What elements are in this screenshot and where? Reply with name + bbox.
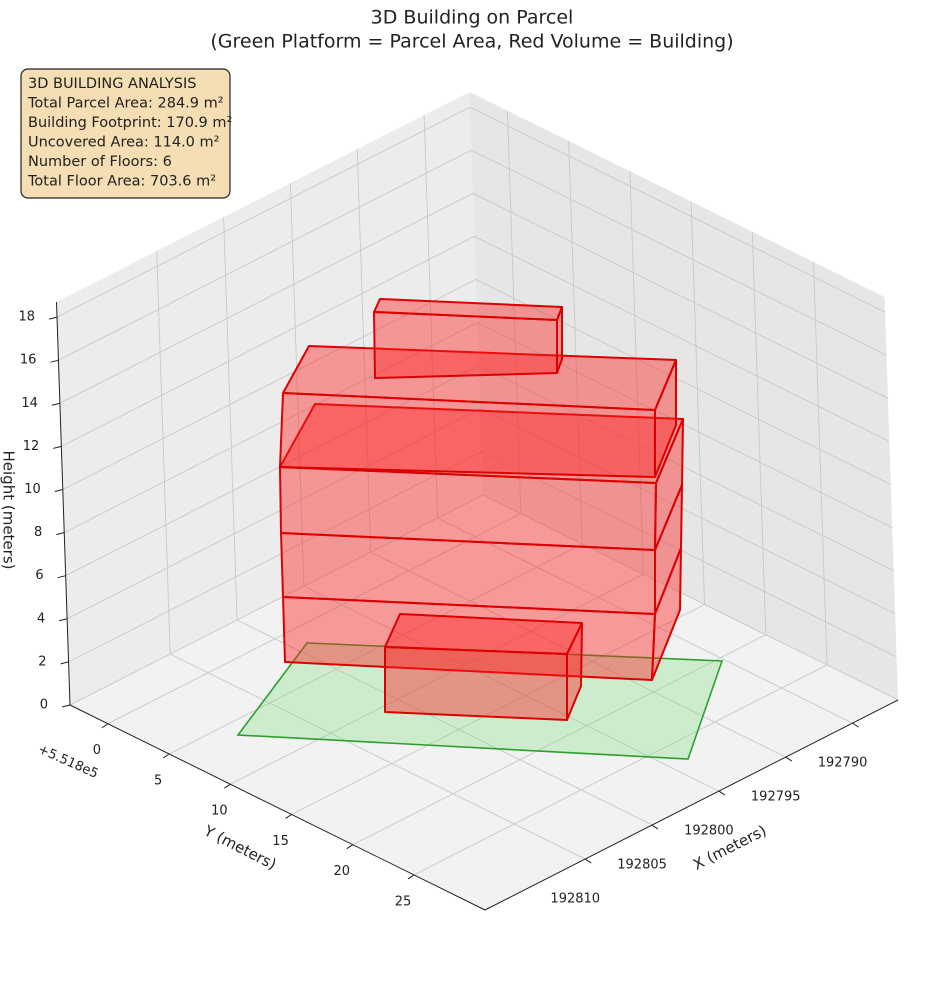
left-pane bbox=[56, 92, 483, 705]
y-tick-label: 15 bbox=[272, 834, 289, 849]
z-tick-label: 6 bbox=[35, 568, 43, 583]
z-tick-label: 18 bbox=[18, 310, 35, 325]
y-tick-label: 5 bbox=[154, 773, 162, 788]
annotation-line: Building Footprint: 170.9 m² bbox=[28, 115, 232, 131]
x-tick-label: 192810 bbox=[550, 892, 600, 907]
z-tick-label: 0 bbox=[40, 698, 48, 713]
grid-line bbox=[61, 235, 890, 447]
floor-face bbox=[566, 622, 583, 721]
tick-mark bbox=[224, 783, 231, 789]
annotation-line: Total Floor Area: 703.6 m² bbox=[27, 174, 216, 190]
tick-mark bbox=[162, 753, 170, 759]
floor-face bbox=[279, 403, 684, 484]
tick-mark bbox=[57, 575, 66, 579]
chart-subtitle: (Green Platform = Parcel Area, Red Volum… bbox=[210, 31, 733, 53]
axes: 1927901927951928001928051928100510152025… bbox=[18, 92, 899, 911]
grid-line bbox=[68, 451, 897, 663]
z-axis-label: Height (meters) bbox=[0, 451, 18, 570]
grid-line bbox=[69, 494, 899, 706]
y-axis-label: Y (meters) bbox=[200, 821, 279, 873]
x-tick-label: 192790 bbox=[818, 756, 868, 771]
tick-mark bbox=[346, 844, 354, 850]
grid-line bbox=[65, 365, 894, 577]
tick-mark bbox=[61, 704, 71, 708]
annotation-line: Number of Floors: 6 bbox=[28, 154, 172, 170]
grid-line bbox=[58, 149, 887, 361]
tick-mark bbox=[48, 316, 58, 320]
y-tick-label: 25 bbox=[395, 894, 412, 909]
chart-title: 3D Building on Parcel bbox=[371, 7, 574, 29]
tick-mark bbox=[58, 618, 68, 622]
z-axis-line bbox=[56, 301, 71, 706]
y-axis-line bbox=[69, 704, 486, 911]
building bbox=[236, 298, 724, 760]
y-tick-label: 0 bbox=[93, 743, 101, 758]
x-tick-label: 192805 bbox=[617, 858, 667, 873]
annotation-line: Uncovered Area: 114.0 m² bbox=[28, 135, 219, 151]
tick-mark bbox=[285, 814, 292, 819]
tick-mark bbox=[60, 661, 69, 665]
tick-mark bbox=[407, 874, 415, 880]
z-tick-label: 12 bbox=[23, 439, 40, 454]
floor-face bbox=[654, 359, 677, 478]
x-tick-label: 192795 bbox=[751, 790, 801, 805]
annotation: 3D BUILDING ANALYSIS Total Parcel Area: 2… bbox=[27, 76, 232, 190]
annotation-line: 3D BUILDING ANALYSIS bbox=[28, 76, 196, 92]
x-tick-label: 192800 bbox=[684, 824, 734, 839]
annotation-box bbox=[20, 68, 231, 199]
grid-line bbox=[56, 106, 886, 318]
tick-mark bbox=[584, 858, 592, 864]
annotation-line: Total Parcel Area: 284.9 m² bbox=[27, 96, 224, 112]
grid-line bbox=[59, 192, 889, 404]
x-axis-line bbox=[484, 699, 899, 911]
z-tick-label: 4 bbox=[37, 611, 45, 626]
tick-mark bbox=[651, 824, 659, 830]
floor-face bbox=[373, 311, 558, 379]
y-tick-label: 20 bbox=[334, 864, 351, 879]
z-tick-label: 8 bbox=[34, 525, 42, 540]
floor-face bbox=[384, 646, 568, 721]
grid-line bbox=[63, 322, 893, 534]
floor-face bbox=[556, 306, 563, 374]
tick-mark bbox=[50, 359, 59, 363]
tick-mark bbox=[718, 790, 726, 796]
right-pane bbox=[469, 92, 898, 700]
tick-mark bbox=[101, 723, 109, 729]
z-tick-label: 2 bbox=[38, 654, 46, 669]
grid-line bbox=[66, 408, 896, 620]
tick-mark bbox=[852, 722, 859, 728]
y-offset-label: +5.518e5 bbox=[36, 742, 101, 782]
tick-mark bbox=[53, 445, 62, 449]
z-tick-label: 16 bbox=[20, 353, 37, 368]
tick-mark bbox=[54, 489, 63, 492]
tick-mark bbox=[56, 532, 65, 536]
z-tick-label: 14 bbox=[21, 396, 38, 411]
floor-pane bbox=[70, 495, 898, 910]
y-tick-label: 10 bbox=[211, 804, 228, 819]
tick-mark bbox=[785, 756, 793, 762]
tick-mark bbox=[51, 402, 61, 406]
z-tick-label: 10 bbox=[24, 482, 41, 497]
parcel bbox=[236, 642, 724, 760]
grid-line bbox=[62, 278, 891, 490]
